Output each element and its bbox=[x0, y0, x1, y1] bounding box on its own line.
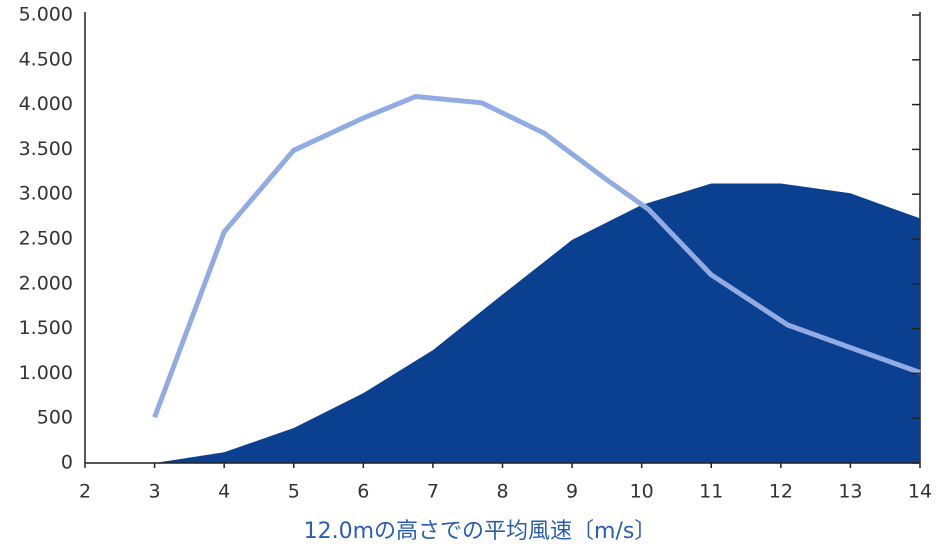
x-tick-label: 8 bbox=[496, 481, 508, 503]
y-tick-label: 0 bbox=[61, 452, 73, 474]
x-tick-label: 7 bbox=[427, 481, 439, 503]
x-tick-label: 6 bbox=[357, 481, 369, 503]
y-tick-label: 3.000 bbox=[19, 183, 73, 205]
y-tick-label: 1.500 bbox=[19, 317, 73, 339]
y-tick-label: 4.000 bbox=[19, 93, 73, 115]
x-tick-label: 2 bbox=[79, 481, 91, 503]
x-tick-label: 12 bbox=[769, 481, 793, 503]
x-axis-label: 12.0mの高さでの平均風速〔m/s〕 bbox=[304, 519, 657, 544]
x-tick-label: 11 bbox=[699, 481, 723, 503]
y-tick-label: 4.500 bbox=[19, 48, 73, 70]
y-tick-label: 2.000 bbox=[19, 272, 73, 294]
x-tick-label: 3 bbox=[149, 481, 161, 503]
x-tick-label: 10 bbox=[630, 481, 654, 503]
x-tick-label: 9 bbox=[566, 481, 578, 503]
x-tick-label: 5 bbox=[288, 481, 300, 503]
y-tick-label: 2.500 bbox=[19, 228, 73, 250]
x-tick-label: 13 bbox=[838, 481, 862, 503]
y-tick-label: 1.000 bbox=[19, 362, 73, 384]
y-tick-label: 500 bbox=[37, 407, 73, 429]
x-tick-label: 14 bbox=[908, 481, 932, 503]
y-tick-label: 5.000 bbox=[19, 4, 73, 26]
x-tick-label: 4 bbox=[218, 481, 230, 503]
line bbox=[152, 94, 921, 419]
y-tick-label: 3.500 bbox=[19, 138, 73, 160]
area bbox=[154, 183, 921, 463]
